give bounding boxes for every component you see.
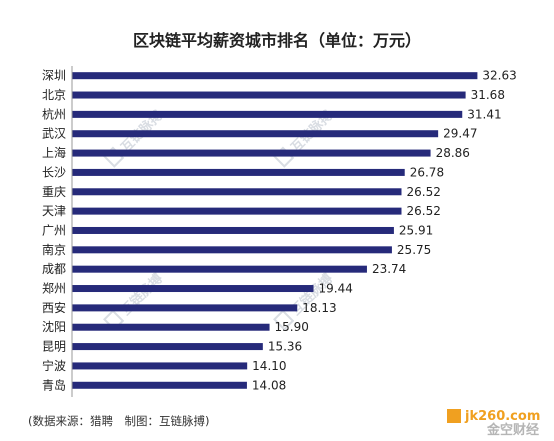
- category-label: 深圳: [42, 69, 66, 83]
- bar: [72, 381, 247, 389]
- value-label: 28.86: [436, 146, 470, 160]
- logo-text: jk260.com: [464, 409, 540, 424]
- logo-subtext: 金空财经: [486, 422, 539, 438]
- logo-icon: [447, 409, 461, 423]
- bar: [72, 265, 367, 273]
- bar: [72, 130, 439, 138]
- chart-title: 区块链平均薪资城市排名（单位：万元）: [133, 31, 421, 50]
- bar: [72, 304, 298, 312]
- bar: [72, 323, 270, 331]
- category-label: 重庆: [42, 185, 66, 199]
- value-label: 15.36: [268, 340, 302, 354]
- bar: [72, 188, 402, 196]
- value-label: 26.52: [406, 185, 440, 199]
- source-note: (数据来源：猎聘 制图：互链脉搏): [28, 414, 209, 428]
- bar: [72, 362, 248, 370]
- value-label: 32.63: [482, 69, 516, 83]
- category-label: 南京: [42, 242, 66, 257]
- value-label: 25.91: [399, 223, 433, 237]
- bar: [72, 168, 405, 176]
- category-label: 成都: [42, 262, 66, 276]
- category-label: 青岛: [42, 377, 66, 392]
- value-label: 31.41: [467, 107, 501, 121]
- category-label: 天津: [42, 204, 66, 218]
- category-label: 西安: [42, 300, 66, 315]
- value-label: 31.68: [471, 88, 505, 102]
- value-label: 26.78: [410, 165, 444, 179]
- value-label: 19.44: [319, 282, 353, 296]
- bar: [72, 149, 431, 157]
- watermark: 互链脉搏 互链脉搏 互链脉搏 互链脉搏: [103, 108, 336, 331]
- bar: [72, 226, 394, 234]
- category-label: 沈阳: [42, 319, 66, 334]
- category-label: 武汉: [42, 127, 66, 141]
- watermark-text: 互链脉搏: [118, 271, 166, 319]
- logo: jk260.com 金空财经: [447, 409, 540, 438]
- category-label: 广州: [42, 223, 66, 237]
- bar: [72, 110, 463, 118]
- category-label: 上海: [42, 145, 66, 160]
- category-label: 杭州: [42, 106, 66, 121]
- value-label: 23.74: [372, 262, 406, 276]
- bar: [72, 207, 402, 215]
- bar: [72, 72, 478, 80]
- bar-group: 深圳 32.63 北京 31.68 杭州 31.41 武汉 29.47 上海 28.86 长沙 26.…: [42, 69, 517, 393]
- value-label: 26.52: [406, 204, 440, 218]
- category-label: 昆明: [42, 340, 66, 354]
- bar: [72, 246, 392, 254]
- value-label: 14.08: [252, 378, 286, 392]
- value-label: 18.13: [302, 301, 336, 315]
- bar: [72, 285, 314, 293]
- bar: [72, 343, 263, 351]
- category-label: 北京: [42, 88, 66, 102]
- value-label: 15.90: [275, 320, 309, 334]
- category-label: 宁波: [42, 358, 66, 373]
- bar: [72, 91, 466, 99]
- value-label: 25.75: [397, 243, 431, 257]
- category-label: 长沙: [42, 165, 66, 179]
- value-label: 29.47: [443, 127, 477, 141]
- value-label: 14.10: [252, 359, 286, 373]
- category-label: 郑州: [42, 281, 66, 296]
